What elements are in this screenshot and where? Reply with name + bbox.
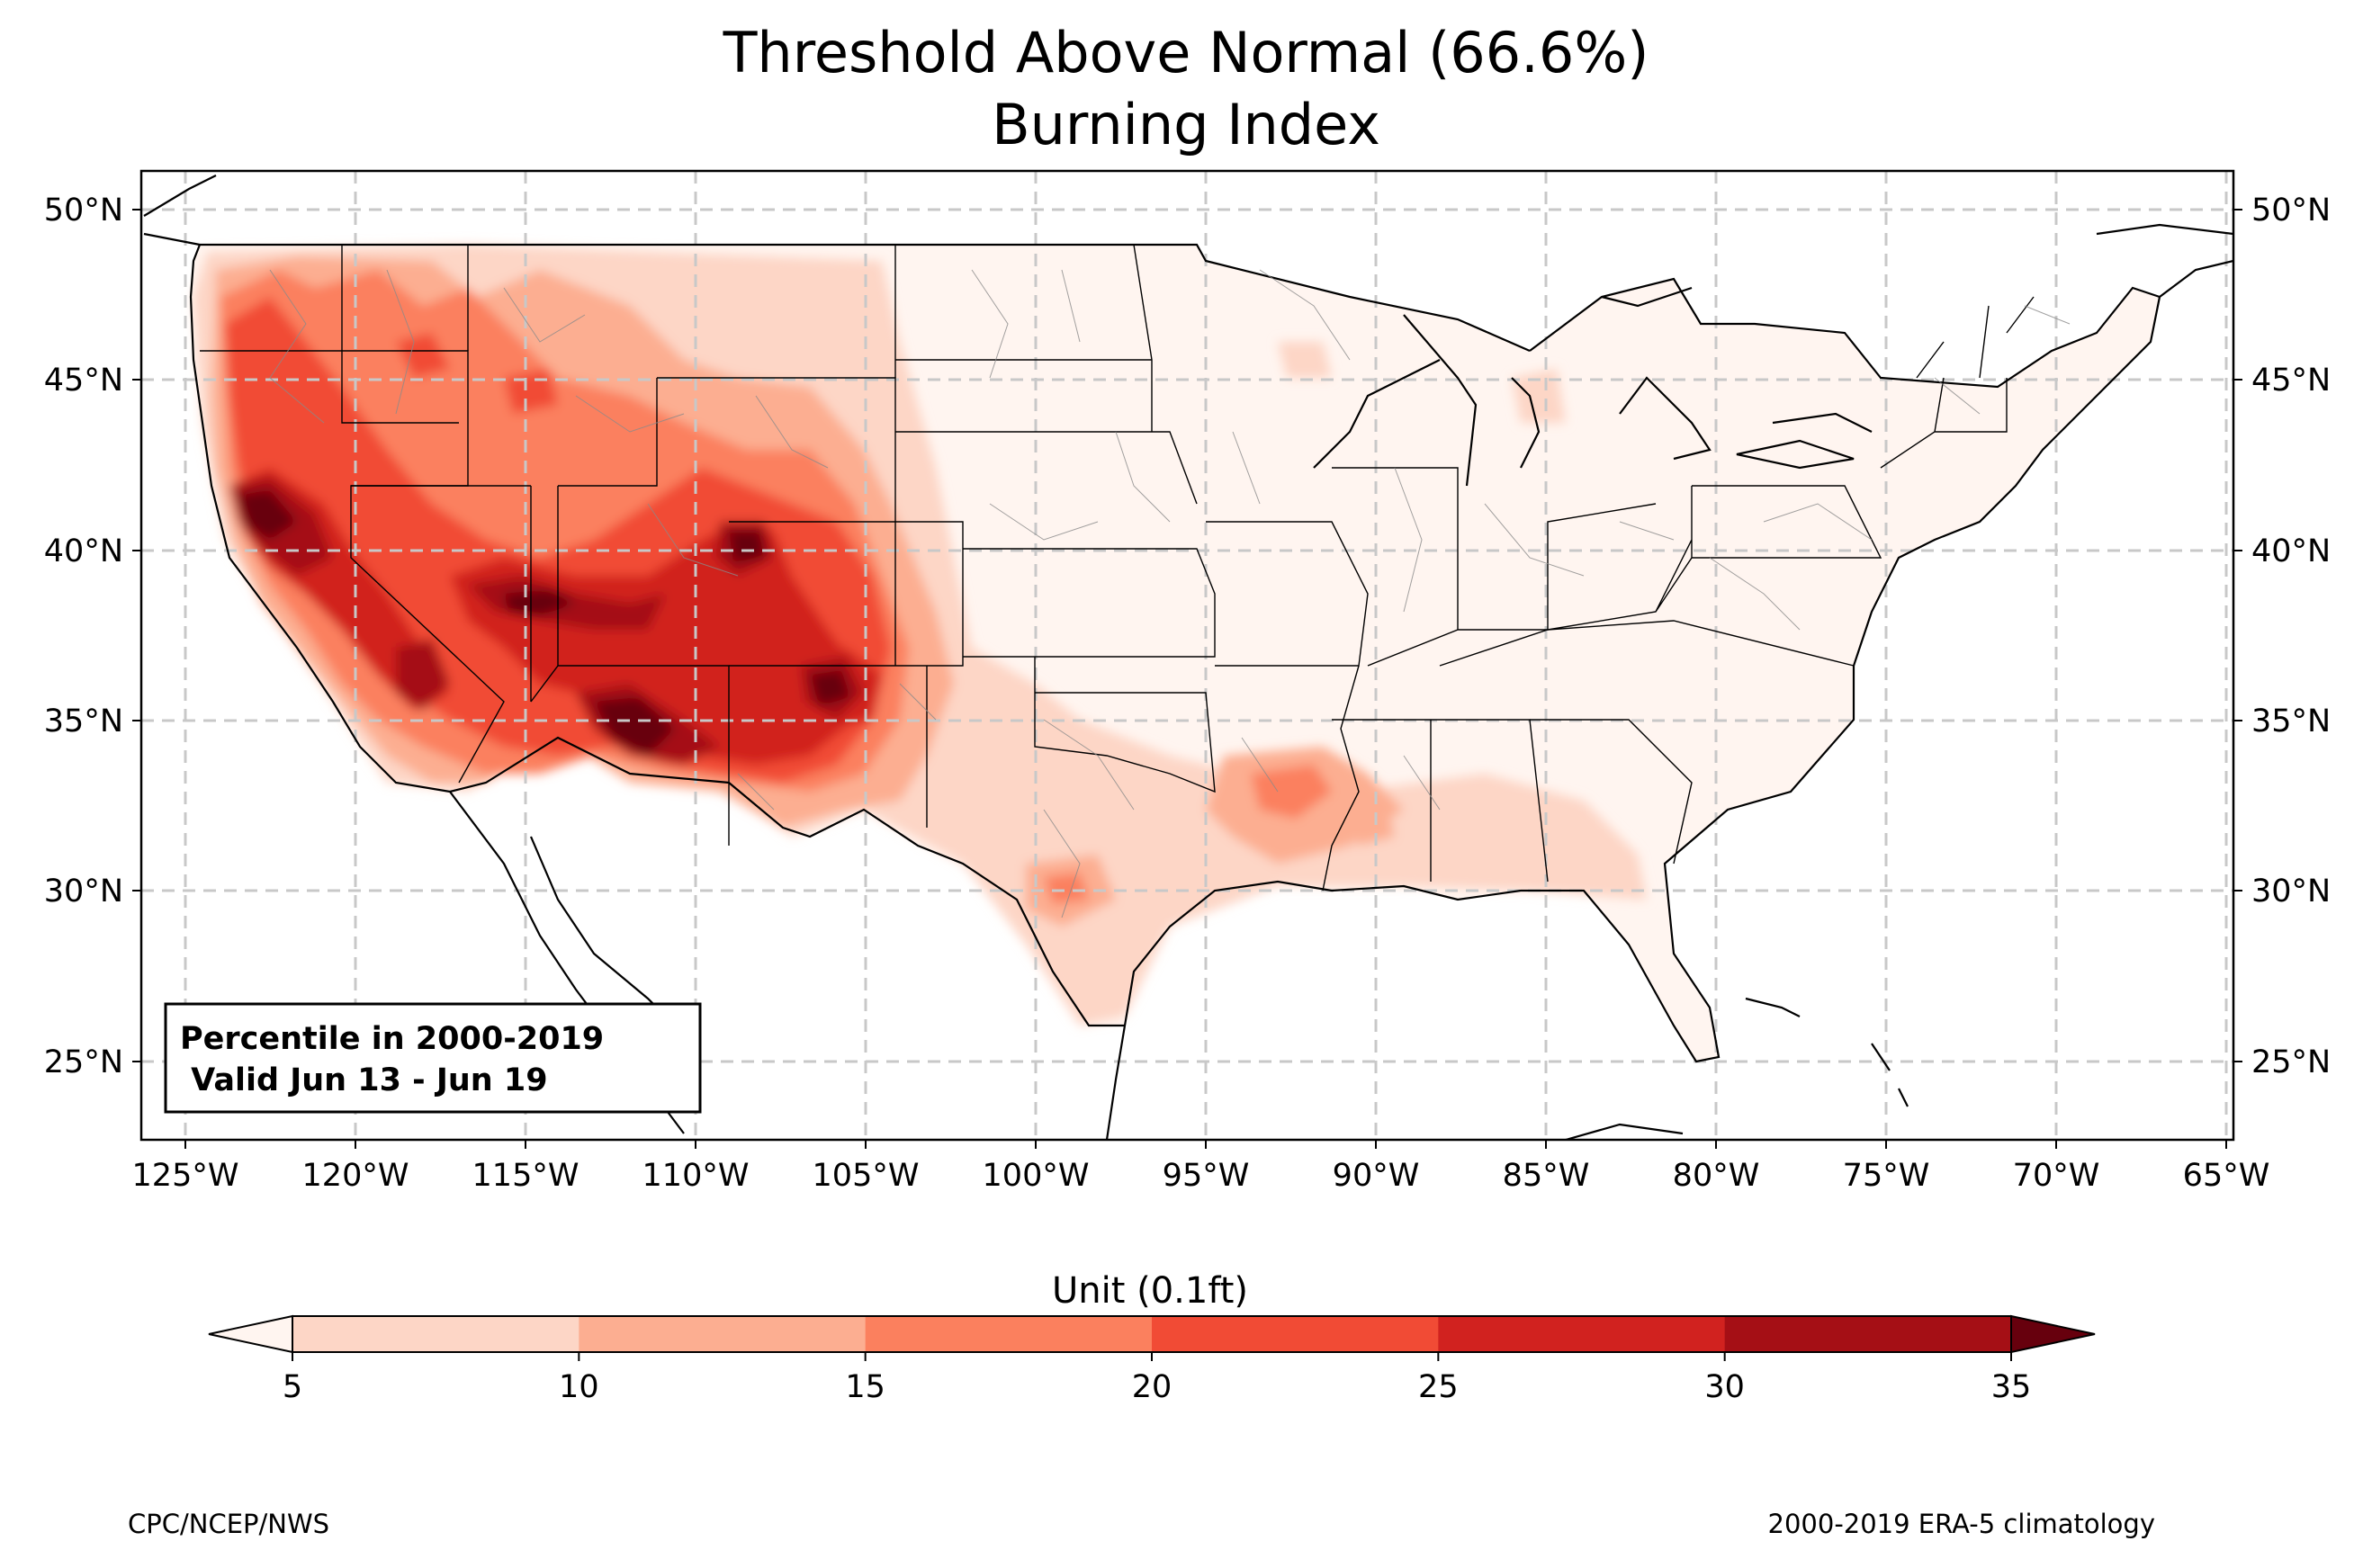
colorbar-tick-label: 20	[1132, 1369, 1173, 1405]
lon-label: 85°W	[1503, 1158, 1590, 1194]
colorbar-segment	[865, 1316, 1153, 1352]
lat-label: 45°N	[2251, 363, 2331, 399]
colorbar-segment	[1152, 1316, 1439, 1352]
state-borders	[200, 244, 2035, 892]
colorbar-segment	[579, 1316, 867, 1352]
lat-label: 40°N	[44, 533, 123, 569]
colorbar-segment	[292, 1316, 580, 1352]
lon-label: 110°W	[642, 1158, 750, 1194]
lat-label: 45°N	[44, 363, 123, 399]
lon-label: 75°W	[1843, 1158, 1930, 1194]
lat-label: 40°N	[2251, 533, 2331, 569]
lat-label: 30°N	[2251, 874, 2331, 909]
colorbar-extend-low	[208, 1314, 293, 1354]
lat-tick-labels-left: 50°N 45°N 40°N 35°N 30°N 25°N	[44, 193, 123, 1080]
colorbar: Unit (0.1ft) 5 10 15 20 25 30 35	[208, 1270, 2096, 1405]
colorbar-segment	[1438, 1316, 1726, 1352]
lon-label: 115°W	[472, 1158, 580, 1194]
lat-tick-labels-right: 50°N 45°N 40°N 35°N 30°N 25°N	[2251, 193, 2331, 1080]
footer-right: 2000-2019 ERA-5 climatology	[1768, 1509, 2155, 1539]
title-line-1: Threshold Above Normal (66.6%)	[723, 20, 1649, 85]
lat-label: 25°N	[44, 1044, 123, 1080]
info-box-line-2: Valid Jun 13 - Jun 19	[180, 1062, 548, 1098]
lon-tick-labels: 125°W 120°W 115°W 110°W 105°W 100°W 95°W…	[132, 1158, 2270, 1194]
lat-label: 50°N	[2251, 193, 2331, 228]
county-lines	[269, 269, 2071, 918]
colorbar-segments	[208, 1314, 2096, 1354]
lon-label: 120°W	[302, 1158, 409, 1194]
colorbar-tick-label: 35	[1991, 1369, 2032, 1405]
lat-label: 25°N	[2251, 1044, 2331, 1080]
lon-label: 80°W	[1673, 1158, 1760, 1194]
lat-label: 35°N	[2251, 703, 2331, 739]
lon-label: 125°W	[132, 1158, 239, 1194]
colorbar-extend-high	[2010, 1314, 2096, 1354]
info-box-line-1: Percentile in 2000-2019	[180, 1021, 604, 1057]
lat-label: 30°N	[44, 874, 123, 909]
colorbar-label: Unit (0.1ft)	[1052, 1270, 1248, 1312]
lat-ticks	[132, 209, 2242, 1062]
colorbar-ticks: 5 10 15 20 25 30 35	[283, 1352, 2031, 1405]
footer-left: CPC/NCEP/NWS	[128, 1509, 329, 1539]
lat-label: 50°N	[44, 193, 123, 228]
lat-label: 35°N	[44, 703, 123, 739]
colorbar-tick-label: 10	[559, 1369, 599, 1405]
title-line-2: Burning Index	[992, 92, 1380, 157]
lon-label: 95°W	[1163, 1158, 1250, 1194]
lon-label: 65°W	[2183, 1158, 2270, 1194]
info-box: Percentile in 2000-2019 Valid Jun 13 - J…	[164, 1002, 702, 1114]
colorbar-tick-label: 5	[283, 1369, 302, 1405]
colorbar-tick-label: 15	[845, 1369, 885, 1405]
lon-label: 100°W	[983, 1158, 1090, 1194]
lon-label: 90°W	[1333, 1158, 1420, 1194]
colorbar-segment	[1724, 1316, 2012, 1352]
map-frame	[139, 169, 2235, 1142]
colorbar-tick-label: 25	[1418, 1369, 1459, 1405]
lon-label: 70°W	[2013, 1158, 2100, 1194]
map-panel	[141, 171, 2233, 1140]
colorbar-tick-label: 30	[1704, 1369, 1745, 1405]
lon-ticks	[184, 1140, 2227, 1149]
lon-label: 105°W	[813, 1158, 920, 1194]
